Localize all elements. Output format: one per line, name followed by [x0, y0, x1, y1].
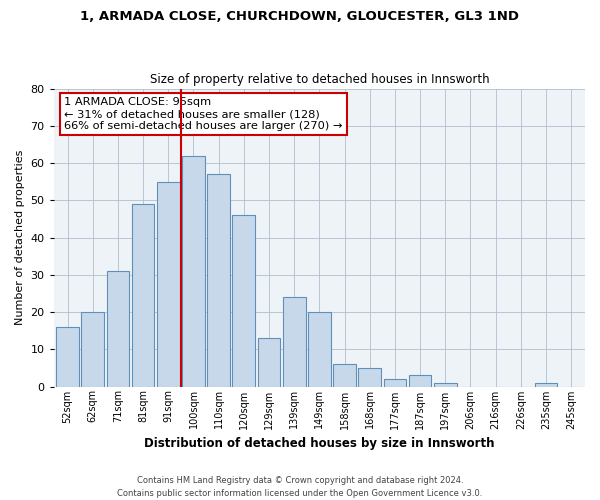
- Bar: [409, 376, 431, 386]
- Y-axis label: Number of detached properties: Number of detached properties: [15, 150, 25, 325]
- Bar: [157, 182, 179, 386]
- Text: Contains HM Land Registry data © Crown copyright and database right 2024.
Contai: Contains HM Land Registry data © Crown c…: [118, 476, 482, 498]
- Bar: [208, 174, 230, 386]
- Bar: [308, 312, 331, 386]
- Bar: [358, 368, 381, 386]
- Bar: [257, 338, 280, 386]
- Bar: [434, 383, 457, 386]
- Bar: [535, 383, 557, 386]
- Bar: [132, 204, 154, 386]
- Text: 1 ARMADA CLOSE: 95sqm
← 31% of detached houses are smaller (128)
66% of semi-det: 1 ARMADA CLOSE: 95sqm ← 31% of detached …: [64, 98, 343, 130]
- Title: Size of property relative to detached houses in Innsworth: Size of property relative to detached ho…: [149, 73, 489, 86]
- Bar: [383, 379, 406, 386]
- X-axis label: Distribution of detached houses by size in Innsworth: Distribution of detached houses by size …: [144, 437, 494, 450]
- Text: 1, ARMADA CLOSE, CHURCHDOWN, GLOUCESTER, GL3 1ND: 1, ARMADA CLOSE, CHURCHDOWN, GLOUCESTER,…: [80, 10, 520, 23]
- Bar: [82, 312, 104, 386]
- Bar: [182, 156, 205, 386]
- Bar: [56, 327, 79, 386]
- Bar: [107, 271, 129, 386]
- Bar: [283, 297, 305, 386]
- Bar: [333, 364, 356, 386]
- Bar: [232, 215, 255, 386]
